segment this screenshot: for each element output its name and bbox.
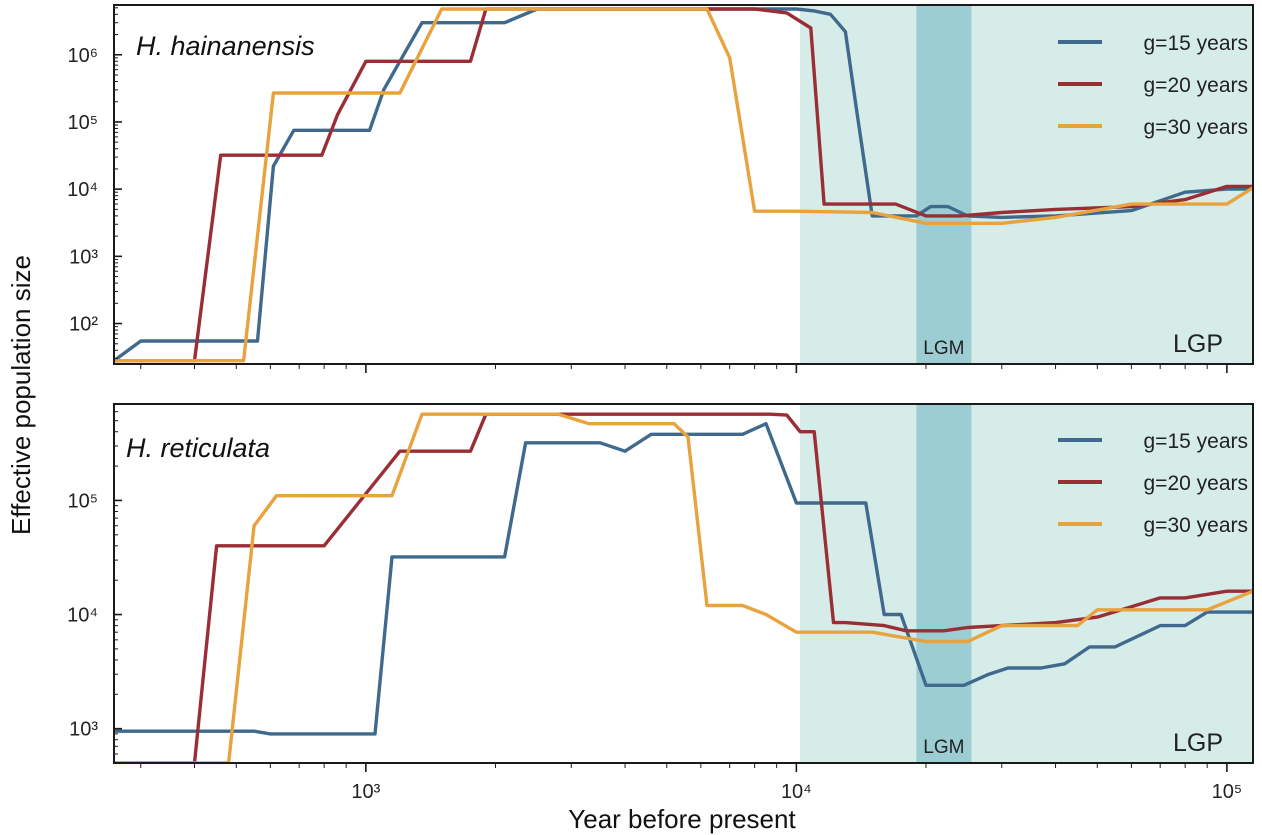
shaded-region-lgp	[800, 404, 1253, 763]
shaded-region-lgp	[800, 5, 1253, 364]
series-group	[114, 7, 1253, 363]
plot-frame	[113, 4, 1254, 365]
y-tick-label: 10⁴	[67, 179, 98, 201]
x-tick-label: 10³	[351, 781, 380, 803]
y-tick-label: 10⁴	[67, 605, 98, 627]
series-group	[114, 412, 1253, 763]
y-tick-label: 10⁶	[68, 45, 98, 67]
region-label-lgp: LGP	[1173, 729, 1223, 757]
y-tick-label: 10²	[69, 314, 98, 336]
legend-label: g=20 years	[1144, 74, 1249, 97]
region-label-lgm: LGM	[923, 338, 964, 359]
series-line-g-30-years	[114, 412, 1253, 763]
legend-label: g=30 years	[1144, 116, 1249, 139]
region-label-lgp: LGP	[1173, 330, 1223, 358]
series-line-g-15-years	[114, 422, 1253, 736]
x-axis-title: Year before present	[568, 804, 796, 834]
chart-panel-1: LGP LGM 10² 10³ 10⁴ 10⁵ 10⁶ H. hainanensis g=15 …	[67, 4, 1254, 373]
y-tick-label: 10⁵	[67, 112, 98, 134]
x-tick-label: 10⁴	[781, 781, 812, 803]
y-tick-label: 10⁵	[67, 490, 98, 512]
legend-label: g=20 years	[1144, 472, 1249, 495]
series-line-g-30-years	[114, 7, 1253, 363]
y-tick-label: 10³	[69, 246, 98, 268]
legend-label: g=30 years	[1144, 514, 1249, 537]
y-axis-title: Effective population size	[6, 255, 36, 535]
x-tick-label: 10⁵	[1212, 781, 1243, 803]
panel-title: H. reticulata	[126, 433, 270, 463]
chart-panel-2: LGP LGM 10³ 10⁴ 10⁵ 10³ 10⁴ 10⁵ H. reticulata g=1…	[67, 403, 1254, 803]
shaded-region-lgm	[916, 404, 972, 763]
legend-label: g=15 years	[1144, 32, 1249, 55]
series-line-g-20-years	[114, 412, 1253, 763]
plot-frame	[113, 403, 1254, 764]
series-line-g-20-years	[114, 7, 1253, 363]
shaded-region-lgm	[916, 5, 972, 364]
legend-label: g=15 years	[1144, 430, 1249, 453]
y-tick-label: 10³	[69, 719, 98, 741]
panel-title: H. hainanensis	[136, 31, 315, 61]
region-label-lgm: LGM	[923, 737, 964, 758]
